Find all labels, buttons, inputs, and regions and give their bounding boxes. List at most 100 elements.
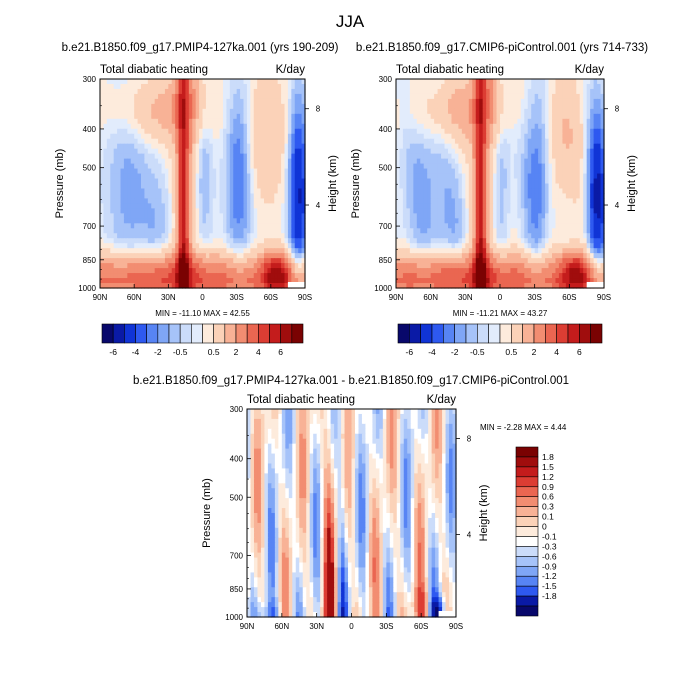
heatmap-cell — [409, 158, 414, 165]
heatmap-cell — [468, 223, 473, 229]
heatmap-cell — [274, 143, 279, 150]
heatmap-cell — [458, 143, 463, 150]
heatmap-cell — [274, 123, 279, 130]
heatmap-cell — [489, 253, 494, 259]
heatmap-cell — [274, 148, 279, 155]
heatmap-cell — [482, 138, 487, 145]
heatmap-cell — [117, 98, 122, 105]
heatmap-cell — [134, 223, 139, 229]
heatmap-cell — [458, 118, 463, 125]
heatmap-cell — [562, 153, 567, 160]
heatmap-cell — [144, 79, 149, 85]
heatmap-cell — [579, 223, 584, 229]
heatmap-cell — [233, 163, 238, 170]
heatmap-cell — [597, 138, 602, 145]
heatmap-cell — [137, 118, 142, 125]
heatmap-cell — [168, 273, 173, 279]
heatmap-cell — [600, 79, 605, 85]
heatmap-cell — [406, 168, 411, 175]
heatmap-cell — [465, 163, 470, 170]
heatmap-cell — [541, 103, 546, 110]
heatmap-cell — [253, 88, 258, 95]
heatmap-cell — [246, 263, 251, 269]
heatmap-cell — [461, 98, 466, 105]
heatmap-cell — [106, 143, 111, 150]
heatmap-cell — [209, 158, 214, 165]
heatmap-cell — [510, 268, 515, 274]
heatmap-cell — [451, 153, 456, 160]
heatmap-cell — [294, 108, 299, 115]
heatmap-cell — [185, 268, 190, 274]
heatmap-cell — [593, 213, 598, 219]
heatmap-cell — [137, 273, 142, 279]
heatmap-cell — [520, 173, 525, 180]
heatmap-cell — [520, 213, 525, 219]
heatmap-cell — [437, 143, 442, 150]
heatmap-cell — [597, 98, 602, 105]
heatmap-cell — [503, 98, 508, 105]
heatmap-cell — [202, 153, 207, 160]
heatmap-cell — [205, 233, 210, 239]
heatmap-cell — [406, 238, 411, 244]
heatmap-cell — [168, 113, 173, 120]
heatmap-cell — [489, 79, 494, 85]
heatmap-cell — [416, 93, 421, 100]
heatmap-cell — [274, 193, 279, 200]
heatmap-cell — [253, 283, 258, 289]
heatmap-cell — [576, 138, 581, 145]
heatmap-cell — [298, 123, 303, 130]
heatmap-cell — [178, 98, 183, 105]
heatmap-cell — [500, 108, 505, 115]
heatmap-cell — [520, 143, 525, 150]
heatmap-cell — [120, 163, 125, 170]
heatmap-cell — [291, 113, 296, 120]
heatmap-cell — [538, 108, 543, 115]
heatmap-cell — [441, 83, 446, 90]
heatmap-cell — [195, 108, 200, 115]
heatmap-cell — [420, 88, 425, 95]
heatmap-cell — [199, 143, 204, 150]
heatmap-cell — [154, 203, 159, 209]
heatmap-cell — [420, 113, 425, 120]
heatmap-cell — [448, 153, 453, 160]
heatmap-cell — [593, 203, 598, 209]
heatmap-cell — [212, 233, 217, 239]
heatmap-cell — [572, 138, 577, 145]
heatmap-cell — [205, 183, 210, 190]
heatmap-cell — [103, 138, 108, 145]
heatmap-cell — [430, 79, 435, 85]
heatmap-cell — [164, 128, 169, 135]
heatmap-cell — [475, 93, 480, 100]
heatmap-cell — [423, 198, 428, 205]
heatmap-cell — [199, 263, 204, 269]
heatmap-cell — [257, 143, 262, 150]
heatmap-cell — [538, 118, 543, 125]
heatmap-cell — [583, 243, 588, 249]
heatmap-cell — [158, 103, 163, 110]
heatmap-cell — [444, 113, 449, 120]
heatmap-cell — [267, 98, 272, 105]
heatmap-cell — [489, 138, 494, 145]
heatmap-cell — [413, 93, 418, 100]
heatmap-cell — [134, 253, 139, 259]
heatmap-cell — [409, 123, 414, 130]
heatmap-cell — [257, 123, 262, 130]
heatmap-cell — [113, 143, 118, 150]
heatmap-cell — [510, 153, 515, 160]
heatmap-cell — [185, 83, 190, 90]
heatmap-cell — [579, 118, 584, 125]
heatmap-cell — [178, 198, 183, 205]
heatmap-cell — [154, 178, 159, 185]
heatmap-cell — [597, 83, 602, 90]
heatmap-cell — [147, 79, 152, 85]
heatmap-cell — [212, 228, 217, 234]
heatmap-cell — [444, 183, 449, 190]
heatmap-cell — [441, 238, 446, 244]
heatmap-cell — [236, 118, 241, 125]
heatmap-cell — [569, 133, 574, 140]
heatmap-cell — [527, 258, 532, 264]
heatmap-cell — [496, 268, 501, 274]
heatmap-cell — [154, 243, 159, 249]
heatmap-cell — [461, 133, 466, 140]
heatmap-cell — [576, 163, 581, 170]
